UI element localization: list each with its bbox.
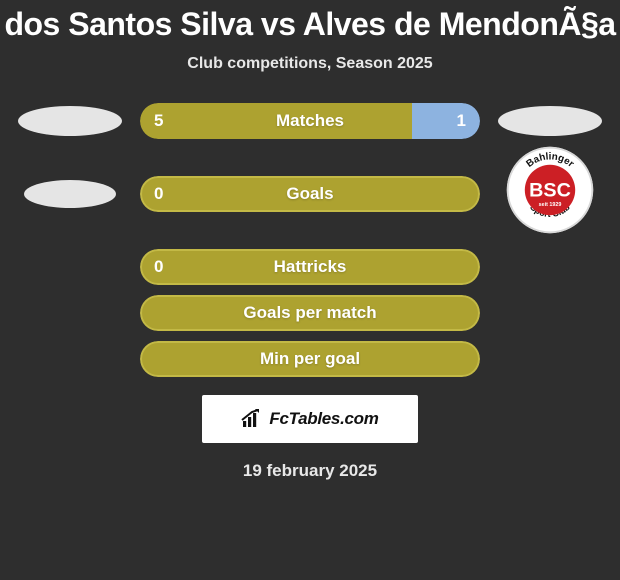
left-slot-empty (10, 295, 130, 331)
right-logo-slot: Bahlinger Sport Club BSC seit 1929 (490, 149, 610, 239)
stat-row-mpg: Min per goal (10, 341, 610, 377)
right-slot-empty (490, 249, 610, 285)
right-flag-slot (490, 103, 610, 139)
stat-bar: 0 Hattricks (140, 249, 480, 285)
svg-text:seit 1929: seit 1929 (539, 202, 562, 208)
left-slot-empty (10, 249, 130, 285)
right-slot-empty (490, 341, 610, 377)
subtitle: Club competitions, Season 2025 (0, 55, 620, 73)
stat-bar: Goals per match (140, 295, 480, 331)
stat-label: Goals per match (140, 295, 480, 331)
flag-pill-icon (18, 106, 122, 136)
stat-label: Hattricks (140, 249, 480, 285)
left-flag-slot (10, 176, 130, 212)
left-flag-slot (10, 103, 130, 139)
stat-row-gpm: Goals per match (10, 295, 610, 331)
stat-label: Min per goal (140, 341, 480, 377)
stat-row-hattricks: 0 Hattricks (10, 249, 610, 285)
attribution-text: FcTables.com (269, 409, 378, 429)
stat-label: Goals (140, 176, 480, 212)
left-slot-empty (10, 341, 130, 377)
comparison-card: dos Santos Silva vs Alves de MendonÃ§a C… (0, 0, 620, 481)
stat-label: Matches (140, 103, 480, 139)
comparison-rows: 5 1 Matches 0 Goals (0, 103, 620, 377)
stat-bar: Min per goal (140, 341, 480, 377)
bsc-logo-icon: Bahlinger Sport Club BSC seit 1929 (505, 145, 595, 235)
flag-pill-icon (498, 106, 602, 136)
page-title: dos Santos Silva vs Alves de MendonÃ§a (0, 6, 620, 43)
svg-text:BSC: BSC (529, 179, 571, 201)
stat-row-matches: 5 1 Matches (10, 103, 610, 139)
stat-bar: 5 1 Matches (140, 103, 480, 139)
stat-row-goals: 0 Goals Bahlinger Sport Club BSC seit 19… (10, 149, 610, 239)
flag-pill-icon (24, 180, 116, 208)
attribution-badge: FcTables.com (202, 395, 418, 443)
bar-chart-icon (241, 409, 263, 429)
date-label: 19 february 2025 (0, 461, 620, 481)
right-slot-empty (490, 295, 610, 331)
stat-bar: 0 Goals (140, 176, 480, 212)
